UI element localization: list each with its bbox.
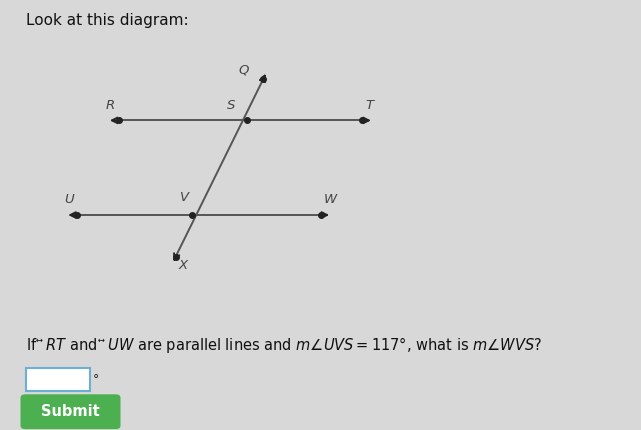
Text: °: ° — [93, 373, 99, 386]
Text: If $\overleftrightarrow{RT}$ and $\overleftrightarrow{UW}$ are parallel lines an: If $\overleftrightarrow{RT}$ and $\overl… — [26, 335, 542, 356]
FancyBboxPatch shape — [26, 368, 90, 391]
Text: Look at this diagram:: Look at this diagram: — [26, 13, 188, 28]
FancyBboxPatch shape — [21, 394, 121, 429]
Text: T: T — [365, 99, 374, 112]
Text: W: W — [324, 194, 337, 206]
Text: S: S — [227, 99, 235, 112]
Text: R: R — [106, 99, 115, 112]
Text: X: X — [179, 259, 188, 272]
Text: U: U — [64, 194, 74, 206]
Text: V: V — [180, 191, 189, 204]
Text: Submit: Submit — [41, 404, 100, 419]
Text: Q: Q — [239, 64, 249, 77]
